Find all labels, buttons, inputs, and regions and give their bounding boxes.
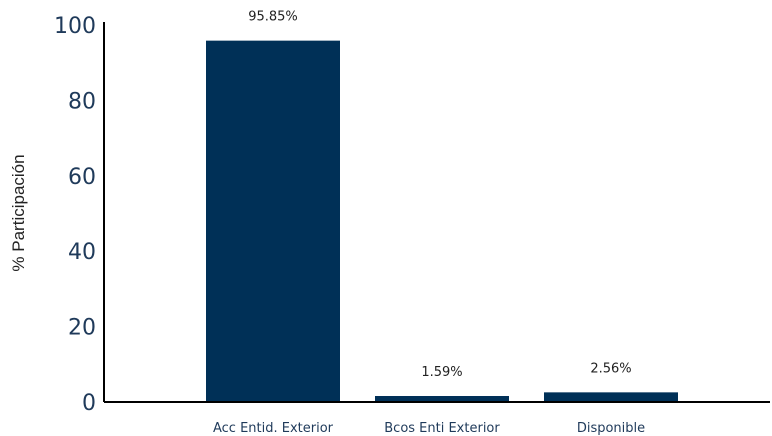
x-category-label: Bcos Enti Exterior [384, 421, 500, 436]
bar-value-label: 1.59% [421, 365, 462, 380]
y-axis-ticks: 0 20 40 60 80 100 [54, 14, 96, 416]
y-tick-label: 60 [68, 165, 96, 190]
x-category-label: Acc Entid. Exterior [213, 421, 334, 436]
y-tick-label: 100 [54, 14, 96, 39]
y-tick-label: 80 [68, 89, 96, 114]
bar [544, 392, 678, 402]
y-tick-label: 40 [68, 240, 96, 265]
category-labels: Acc Entid. Exterior Bcos Enti Exterior Dis… [213, 421, 645, 436]
bar-value-label: 95.85% [248, 10, 298, 25]
data-labels: 95.85% 1.59% 2.56% [248, 10, 631, 380]
y-axis-title: % Participación [9, 154, 28, 271]
bars [206, 40, 678, 402]
bar-value-label: 2.56% [590, 361, 631, 376]
bar [206, 40, 340, 402]
bar [375, 396, 509, 402]
y-tick-label: 20 [68, 316, 96, 341]
y-tick-label: 0 [82, 391, 96, 416]
x-category-label: Disponible [577, 421, 645, 436]
